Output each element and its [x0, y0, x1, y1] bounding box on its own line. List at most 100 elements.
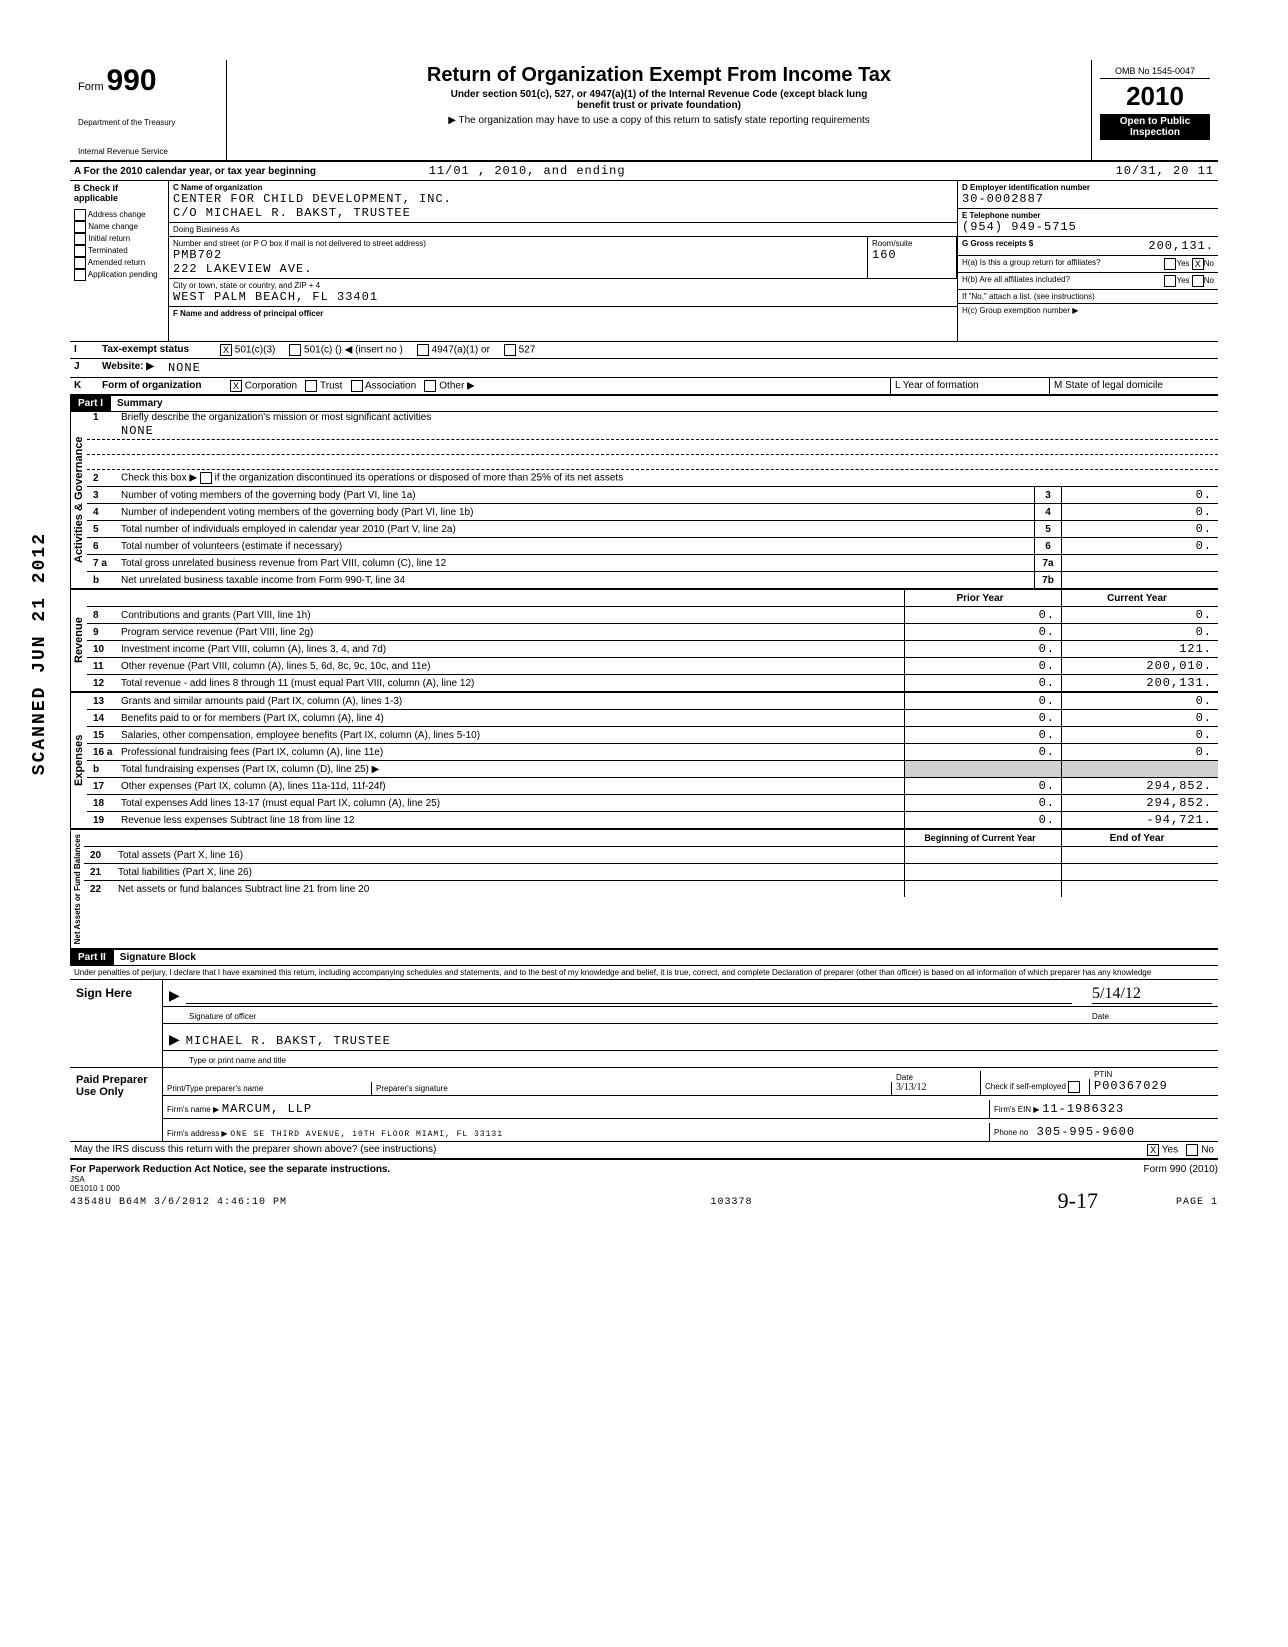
ha-yes[interactable]: [1164, 258, 1176, 270]
ln2-num: 2: [87, 473, 121, 484]
sign-here-label: Sign Here: [70, 980, 163, 1067]
form-header: Form 990 Department of the Treasury Inte…: [70, 60, 1218, 162]
chk-discontinued[interactable]: [200, 472, 212, 484]
tax-year-end: 10/31, 20 11: [1030, 162, 1218, 180]
identity-block: B Check if applicable Address change Nam…: [70, 181, 1218, 342]
current-value: 121.: [1061, 641, 1218, 657]
officer-signature-field[interactable]: [186, 1003, 1072, 1004]
chk-501c[interactable]: [289, 344, 301, 356]
summary-line: 18Total expenses Add lines 13-17 (must e…: [87, 795, 1218, 812]
line-num: 18: [87, 798, 121, 809]
line-num: 20: [84, 850, 118, 861]
col-end: End of Year: [1061, 830, 1218, 846]
line-k: K Form of organization X Corporation Tru…: [70, 378, 1218, 396]
chk-amended[interactable]: [74, 257, 86, 269]
summary-line: 11Other revenue (Part VIII, column (A), …: [87, 658, 1218, 675]
discuss-no[interactable]: [1186, 1144, 1198, 1156]
revenue-block: Revenue Prior Year Current Year 8Contrib…: [70, 590, 1218, 693]
prior-value: [904, 761, 1061, 777]
line-num: 5: [87, 524, 121, 535]
ha-no[interactable]: X: [1192, 258, 1204, 270]
j-letter: J: [70, 359, 98, 377]
prior-value: 0.: [904, 624, 1061, 640]
line-value: 0.: [1061, 504, 1218, 520]
chk-corp[interactable]: X: [230, 380, 242, 392]
vlabel-governance: Activities & Governance: [70, 412, 87, 588]
chk-initial-return[interactable]: [74, 233, 86, 245]
footer-num: 103378: [711, 1197, 753, 1208]
line-value: 0.: [1061, 538, 1218, 554]
lbl-amended: Amended return: [88, 258, 145, 267]
open-line1: Open to Public: [1120, 116, 1191, 127]
chk-terminated[interactable]: [74, 245, 86, 257]
ln1-num: 1: [87, 412, 121, 423]
current-value: 0.: [1061, 744, 1218, 760]
paid-preparer-label: Paid Preparer Use Only: [70, 1068, 163, 1141]
chk-trust[interactable]: [305, 380, 317, 392]
subtitle-1: Under section 501(c), 527, or 4947(a)(1)…: [235, 89, 1083, 100]
current-value: 0.: [1061, 727, 1218, 743]
ln2-desc: Check this box ▶ if the organization dis…: [121, 472, 1218, 484]
summary-line: 21Total liabilities (Part X, line 26): [84, 864, 1218, 881]
line-a: A For the 2010 calendar year, or tax yea…: [70, 162, 1218, 181]
hb-no[interactable]: [1192, 275, 1204, 287]
sign-date: 5/14/12: [1092, 985, 1212, 1004]
prior-value: [904, 864, 1061, 880]
summary-line: 19Revenue less expenses Subtract line 18…: [87, 812, 1218, 828]
part-i-header: Part I Summary: [70, 396, 1218, 412]
i-label: Tax-exempt status: [98, 342, 216, 358]
chk-application-pending[interactable]: [74, 269, 86, 281]
check-if-applicable: B Check if applicable Address change Nam…: [70, 181, 169, 341]
subtitle-3: ▶ The organization may have to use a cop…: [235, 115, 1083, 126]
line-a-label: A For the 2010 calendar year, or tax yea…: [74, 166, 316, 177]
firm-addr-label: Firm's address ▶: [167, 1129, 228, 1138]
chk-address-change[interactable]: [74, 209, 86, 221]
addr-line1: PMB702: [173, 248, 222, 262]
b-label: B Check if applicable: [74, 183, 164, 203]
col-current-year: Current Year: [1061, 590, 1218, 606]
name-label: Type or print name and title: [189, 1056, 286, 1065]
line-desc: Total expenses Add lines 13-17 (must equ…: [121, 798, 904, 809]
city-value: WEST PALM BEACH, FL 33401: [173, 290, 953, 304]
line-num: 19: [87, 815, 121, 826]
jsa: JSA: [70, 1175, 1218, 1184]
lbl-terminated: Terminated: [88, 246, 128, 255]
line-num: 14: [87, 713, 121, 724]
chk-501c3[interactable]: X: [220, 344, 232, 356]
addr-label: Number and street (or P O box if mail is…: [173, 239, 863, 248]
chk-527[interactable]: [504, 344, 516, 356]
hb-yes[interactable]: [1164, 275, 1176, 287]
discuss-yes[interactable]: X: [1147, 1144, 1159, 1156]
ln1-desc: Briefly describe the organization's miss…: [121, 412, 1218, 423]
org-co: C/O MICHAEL R. BAKST, TRUSTEE: [173, 206, 953, 220]
discuss-label: May the IRS discuss this return with the…: [70, 1142, 1090, 1158]
part-ii-header: Part II Signature Block: [70, 950, 1218, 966]
chk-name-change[interactable]: [74, 221, 86, 233]
line-box: 7a: [1034, 555, 1061, 571]
line-i: I Tax-exempt status X 501(c)(3) 501(c) (…: [70, 342, 1218, 359]
prior-value: 0.: [904, 641, 1061, 657]
chk-4947[interactable]: [417, 344, 429, 356]
prior-value: 0.: [904, 812, 1061, 828]
handwritten-note: 9-17: [1058, 1188, 1098, 1214]
prior-value: 0.: [904, 607, 1061, 623]
chk-assoc[interactable]: [351, 380, 363, 392]
prior-value: 0.: [904, 658, 1061, 674]
e-label: E Telephone number: [962, 211, 1214, 220]
net-assets-block: Net Assets or Fund Balances Beginning of…: [70, 830, 1218, 950]
line-num: 16 a: [87, 747, 121, 758]
opt-other: Other ▶: [439, 381, 474, 392]
prior-value: 0.: [904, 727, 1061, 743]
line-desc: Total fundraising expenses (Part IX, col…: [121, 764, 904, 775]
summary-line: 10Investment income (Part VIII, column (…: [87, 641, 1218, 658]
summary-line: 5Total number of individuals employed in…: [87, 521, 1218, 538]
chk-self-employed[interactable]: [1068, 1081, 1080, 1093]
line-desc: Revenue less expenses Subtract line 18 f…: [121, 815, 904, 826]
part-ii-title: Signature Block: [114, 950, 1218, 965]
header-left: Form 990 Department of the Treasury Inte…: [70, 60, 227, 160]
prior-value: [904, 847, 1061, 863]
chk-other[interactable]: [424, 380, 436, 392]
line-desc: Investment income (Part VIII, column (A)…: [121, 644, 904, 655]
firm-addr: ONE SE THIRD AVENUE, 10TH FLOOR MIAMI, F…: [230, 1130, 503, 1139]
h-note: If "No," attach a list. (see instruction…: [958, 290, 1218, 304]
